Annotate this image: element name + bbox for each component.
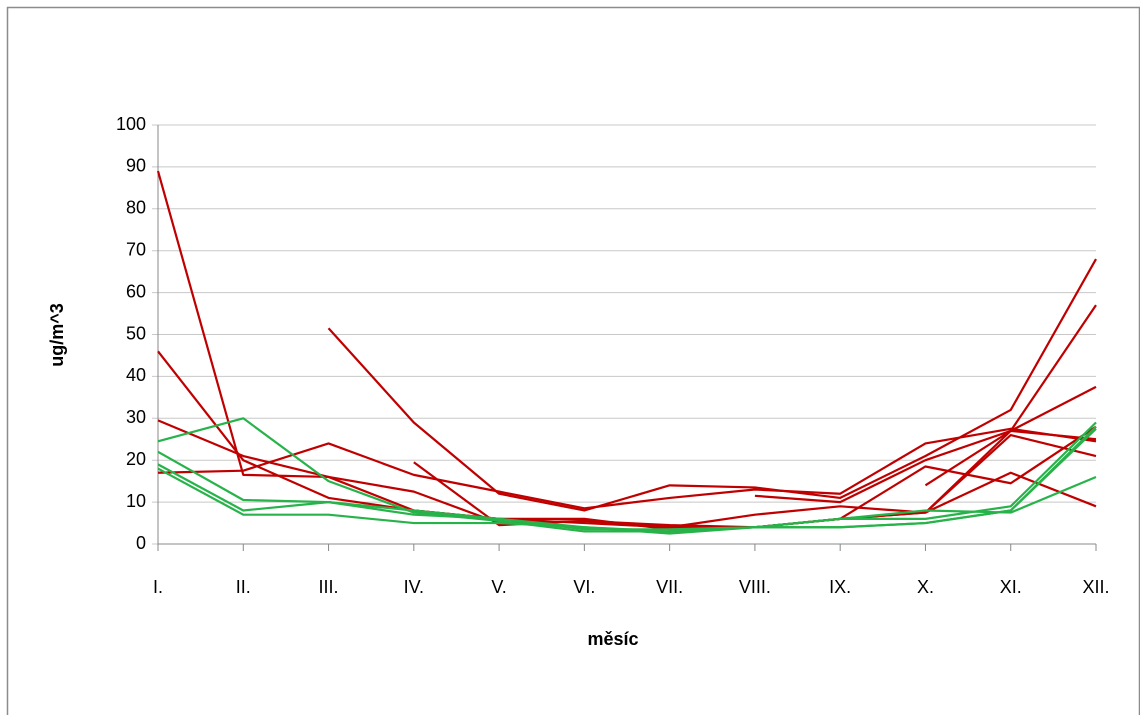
x-axis-label: měsíc	[587, 629, 638, 649]
series-line	[327, 258, 1097, 512]
x-tick-label: IV.	[404, 577, 424, 597]
series-line	[157, 427, 1097, 510]
y-tick-label: 70	[126, 239, 146, 259]
y-tick-label: 90	[126, 156, 146, 176]
y-tick-label: 30	[126, 407, 146, 427]
x-tick-label: IX.	[829, 577, 851, 597]
x-tick-label: VII.	[656, 577, 683, 597]
x-tick-label: III.	[319, 577, 339, 597]
x-tick-label: XII.	[1082, 577, 1109, 597]
series-line	[924, 385, 1097, 487]
y-tick-label: 20	[126, 449, 146, 469]
x-tick-label: VIII.	[739, 577, 771, 597]
y-tick-label: 60	[126, 281, 146, 301]
y-axis-label: ug/m^3	[47, 303, 67, 367]
x-tick-label: V.	[491, 577, 506, 597]
y-tick-label: 100	[116, 114, 146, 134]
x-tick-label: XI.	[1000, 577, 1022, 597]
y-tick-label: 0	[136, 533, 146, 553]
x-tick-label: X.	[917, 577, 934, 597]
x-tick-label: I.	[153, 577, 163, 597]
chart-frame	[6, 6, 1140, 715]
y-tick-label: 50	[126, 323, 146, 343]
series-line	[754, 429, 1097, 504]
y-tick-label: 80	[126, 198, 146, 218]
x-tick-label: VI.	[573, 577, 595, 597]
x-tick-label: II.	[236, 577, 251, 597]
y-tick-label: 40	[126, 365, 146, 385]
series-line	[157, 427, 1097, 533]
y-tick-label: 10	[126, 491, 146, 511]
